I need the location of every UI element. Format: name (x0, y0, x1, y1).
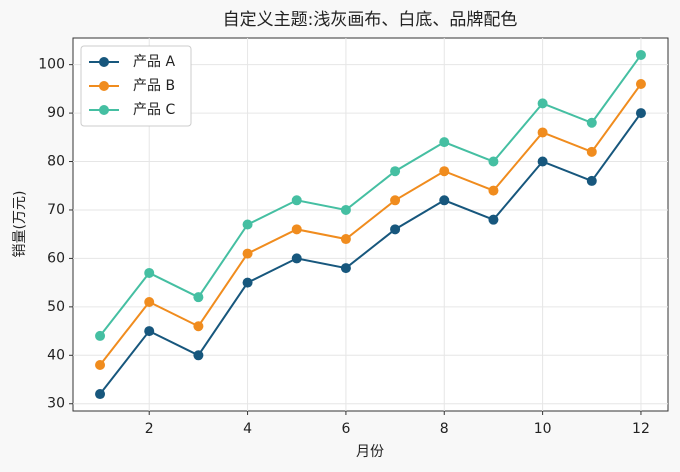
x-tick-label: 2 (145, 421, 154, 437)
point (291, 224, 302, 235)
point (390, 195, 401, 206)
y-tick-label: 70 (47, 202, 65, 218)
point (635, 108, 646, 119)
point (144, 297, 155, 308)
chart-title: 自定义主题:浅灰画布、白底、品牌配色 (223, 10, 518, 30)
x-tick-label: 6 (341, 421, 350, 437)
point (242, 277, 253, 288)
point (95, 330, 106, 341)
legend-marker (99, 57, 109, 67)
point (537, 127, 548, 138)
y-tick-label: 100 (38, 57, 65, 73)
point (390, 166, 401, 177)
point (586, 117, 597, 128)
point (390, 224, 401, 235)
series-line (99, 54, 642, 337)
x-tick-label: 10 (534, 421, 552, 437)
point (439, 137, 450, 148)
legend-label: 产品 A (133, 54, 175, 70)
point (439, 166, 450, 177)
legend-box (80, 45, 192, 127)
x-tick-label: 12 (632, 421, 650, 437)
point (144, 267, 155, 278)
x-tick-label: 8 (440, 421, 449, 437)
point (193, 321, 204, 332)
point (635, 79, 646, 90)
legend-label: 产品 C (133, 102, 175, 118)
point (340, 204, 351, 215)
point (586, 175, 597, 186)
point (488, 214, 499, 225)
point (439, 195, 450, 206)
y-tick-label: 50 (47, 299, 65, 315)
legend-marker (99, 81, 109, 91)
legend-marker (99, 105, 109, 115)
series-line (99, 112, 642, 395)
y-tick-label: 30 (47, 396, 65, 412)
point (488, 156, 499, 167)
point (242, 219, 253, 230)
point (340, 234, 351, 245)
point (144, 326, 155, 337)
point (242, 248, 253, 259)
point (586, 146, 597, 157)
series-line (99, 83, 642, 366)
point (95, 389, 106, 400)
x-tick-label: 4 (243, 421, 252, 437)
y-tick-label: 40 (47, 347, 65, 363)
point (537, 156, 548, 167)
point (340, 263, 351, 274)
point (193, 292, 204, 303)
y-axis-label: 销量(万元) (12, 191, 28, 258)
point (537, 98, 548, 109)
point (635, 49, 646, 60)
point (193, 350, 204, 361)
point (291, 195, 302, 206)
y-tick-label: 60 (47, 250, 65, 266)
y-tick-label: 80 (47, 154, 65, 170)
legend-label: 产品 B (133, 78, 175, 94)
point (291, 253, 302, 264)
point (95, 359, 106, 370)
point (488, 185, 499, 196)
x-axis-label: 月份 (356, 444, 384, 460)
y-tick-label: 90 (47, 105, 65, 121)
